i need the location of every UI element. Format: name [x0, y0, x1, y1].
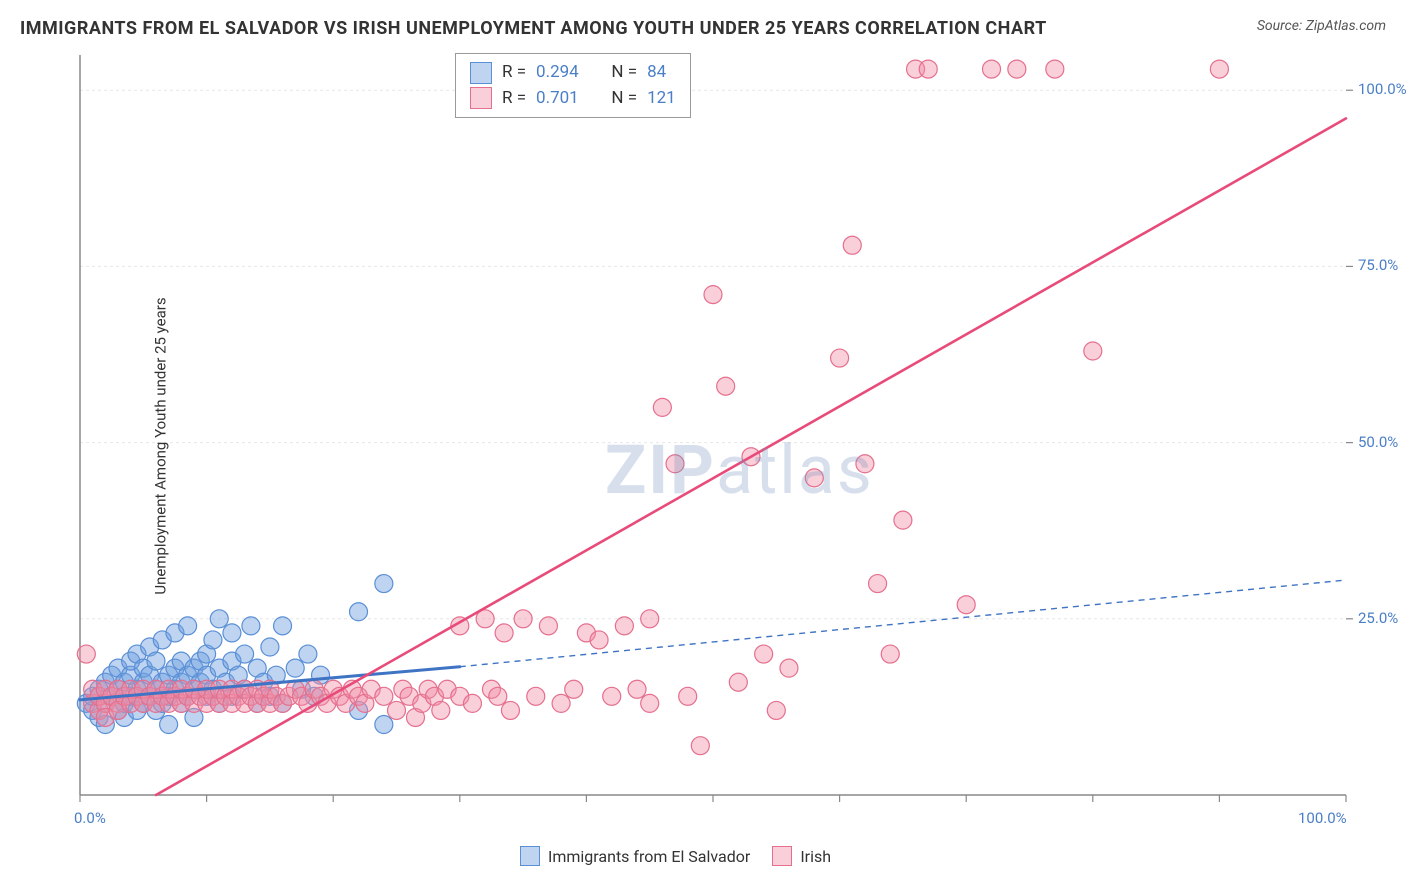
r-value-el_salvador: 0.294 — [536, 60, 579, 86]
legend-swatch-irish — [772, 846, 792, 866]
n-label: N = — [611, 60, 637, 86]
n-value-irish: 121 — [647, 86, 676, 112]
correlation-stats-box: R = 0.294 N = 84R = 0.701 N = 121 — [455, 53, 691, 118]
source-attribution: Source: ZipAtlas.com — [1257, 18, 1386, 34]
y-tick-label: 75.0% — [1358, 256, 1398, 274]
r-value-irish: 0.701 — [536, 86, 579, 112]
legend-item-irish: Irish — [772, 846, 831, 866]
series-legend: Immigrants from El Salvador Irish — [520, 846, 831, 866]
y-tick-label: 50.0% — [1358, 433, 1398, 451]
y-tick-label: 100.0% — [1358, 80, 1406, 98]
stats-row-el_salvador: R = 0.294 N = 84 — [470, 60, 676, 86]
legend-swatch-el_salvador — [520, 846, 540, 866]
r-label: R = — [502, 86, 526, 112]
swatch-el_salvador — [470, 62, 492, 84]
stats-row-irish: R = 0.701 N = 121 — [470, 86, 676, 112]
x-tick-label: 0.0% — [74, 809, 106, 827]
legend-label-irish: Irish — [800, 847, 831, 866]
plot-area: ZIPatlas — [50, 50, 1386, 840]
legend-label-el_salvador: Immigrants from El Salvador — [548, 847, 750, 866]
swatch-irish — [470, 87, 492, 109]
legend-item-el_salvador: Immigrants from El Salvador — [520, 846, 750, 866]
r-label: R = — [502, 60, 526, 86]
n-label: N = — [611, 86, 637, 112]
y-tick-label: 25.0% — [1358, 609, 1398, 627]
x-tick-label: 100.0% — [1298, 809, 1347, 827]
y-axis-label: Unemployment Among Youth under 25 years — [152, 297, 170, 594]
chart-title: IMMIGRANTS FROM EL SALVADOR VS IRISH UNE… — [20, 18, 1047, 39]
n-value-el_salvador: 84 — [647, 60, 666, 86]
scatter-chart — [50, 50, 1386, 840]
